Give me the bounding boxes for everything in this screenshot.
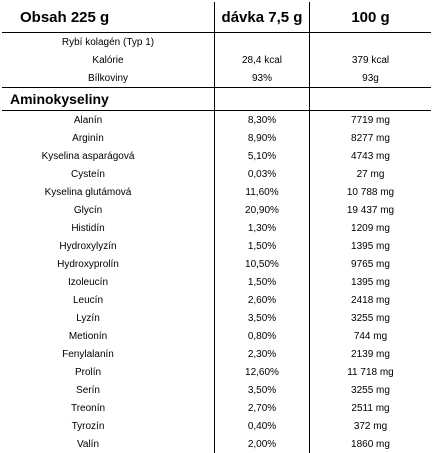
row-label: Lyzín	[76, 312, 100, 324]
row-per100	[309, 33, 431, 51]
row-per100: 379 kcal	[309, 51, 431, 69]
row-dose: 3,50%	[214, 381, 309, 399]
row-per100: 372 mg	[309, 417, 431, 435]
table-row: Kyselina glutámová 11,60% 10 788 mg	[2, 183, 431, 201]
row-label: Bílkoviny	[87, 72, 128, 84]
table-row: Serín 3,50% 3255 mg	[2, 381, 431, 399]
row-label: Kyselina glutámová	[44, 186, 132, 198]
table-row: Tyrozín 0,40% 372 mg	[2, 417, 431, 435]
row-label: Kyselina asparágová	[41, 150, 135, 162]
row-label: Histidín	[71, 222, 105, 234]
table-row: Lyzín 3,50% 3255 mg	[2, 309, 431, 327]
row-per100: 27 mg	[309, 165, 431, 183]
row-per100: 4743 mg	[309, 147, 431, 165]
row-label: Glycín	[73, 204, 103, 216]
row-dose: 10,50%	[214, 255, 309, 273]
row-per100: 7719 mg	[309, 111, 431, 129]
row-label: Hydroxylyzín	[59, 240, 117, 252]
row-dose	[214, 33, 309, 51]
row-dose: 2,70%	[214, 399, 309, 417]
row-dose: 0,80%	[214, 327, 309, 345]
row-dose: 1,30%	[214, 219, 309, 237]
row-label: Kalórie	[92, 54, 124, 66]
table-row: Leucín 2,60% 2418 mg	[2, 291, 431, 309]
table-row: Glycín 20,90% 19 437 mg	[2, 201, 431, 219]
row-dose: 12,60%	[214, 363, 309, 381]
info-section: Rybí kolagén (Typ 1) Kalórie 28,4 kcal 379 …	[2, 33, 431, 88]
row-dose: 8,90%	[214, 129, 309, 147]
table-row: Hydroxyprolín 10,50% 9765 mg	[2, 255, 431, 273]
header-per100: 100 g	[309, 2, 431, 32]
row-dose: 8,30%	[214, 111, 309, 129]
row-label: Izoleucín	[67, 276, 109, 288]
row-per100: 3255 mg	[309, 381, 431, 399]
row-label: Metionín	[68, 330, 108, 342]
amino-section: Alanín 8,30% 7719 mg Arginín 8,90% 8277 mg Kys…	[2, 111, 431, 453]
row-per100: 1860 mg	[309, 435, 431, 453]
row-label: Treonín	[70, 402, 106, 414]
row-label: Rybí kolagén (Typ 1)	[61, 36, 155, 48]
row-per100: 11 718 mg	[309, 363, 431, 381]
table-row: Treonín 2,70% 2511 mg	[2, 399, 431, 417]
row-label: Valín	[76, 438, 100, 450]
table-row: Kyselina asparágová 5,10% 4743 mg	[2, 147, 431, 165]
row-label: Serín	[76, 384, 100, 396]
row-per100: 8277 mg	[309, 129, 431, 147]
row-per100: 10 788 mg	[309, 183, 431, 201]
section-title-row: Aminokyseliny	[2, 88, 431, 111]
row-dose: 28,4 kcal	[214, 51, 309, 69]
row-per100: 19 437 mg	[309, 201, 431, 219]
header-content: Obsah 225 g	[20, 8, 110, 26]
row-label: Prolín	[74, 366, 102, 378]
table-row: Cysteín 0,03% 27 mg	[2, 165, 431, 183]
section-empty-dose	[214, 88, 309, 110]
row-per100: 9765 mg	[309, 255, 431, 273]
header-dose: dávka 7,5 g	[214, 2, 309, 32]
table-row: Bílkoviny 93% 93g	[2, 69, 431, 88]
row-per100: 1209 mg	[309, 219, 431, 237]
table-row: Metionín 0,80% 744 mg	[2, 327, 431, 345]
table-row: Histidín 1,30% 1209 mg	[2, 219, 431, 237]
row-per100: 744 mg	[309, 327, 431, 345]
row-label: Leucín	[72, 294, 104, 306]
table-row: Valín 2,00% 1860 mg	[2, 435, 431, 453]
row-dose: 1,50%	[214, 273, 309, 291]
row-dose: 2,60%	[214, 291, 309, 309]
row-per100: 1395 mg	[309, 237, 431, 255]
table-row: Rybí kolagén (Typ 1)	[2, 33, 431, 51]
table-header-row: Obsah 225 g dávka 7,5 g 100 g	[2, 2, 431, 33]
table-row: Alanín 8,30% 7719 mg	[2, 111, 431, 129]
row-per100: 2511 mg	[309, 399, 431, 417]
row-dose: 20,90%	[214, 201, 309, 219]
row-dose: 2,00%	[214, 435, 309, 453]
row-label: Alanín	[73, 114, 103, 126]
table-row: Fenylalanín 2,30% 2139 mg	[2, 345, 431, 363]
row-label: Cysteín	[71, 168, 105, 180]
row-per100: 1395 mg	[309, 273, 431, 291]
row-label: Tyrozín	[71, 420, 105, 432]
row-label: Fenylalanín	[62, 348, 114, 360]
row-dose: 11,60%	[214, 183, 309, 201]
table-row: Kalórie 28,4 kcal 379 kcal	[2, 51, 431, 69]
row-per100: 2418 mg	[309, 291, 431, 309]
row-dose: 1,50%	[214, 237, 309, 255]
table-row: Prolín 12,60% 11 718 mg	[2, 363, 431, 381]
table-row: Izoleucín 1,50% 1395 mg	[2, 273, 431, 291]
row-dose: 0,40%	[214, 417, 309, 435]
row-dose: 0,03%	[214, 165, 309, 183]
row-label: Hydroxyprolín	[57, 258, 119, 270]
table-row: Hydroxylyzín 1,50% 1395 mg	[2, 237, 431, 255]
row-dose: 93%	[214, 69, 309, 87]
row-dose: 5,10%	[214, 147, 309, 165]
row-per100: 3255 mg	[309, 309, 431, 327]
row-label: Arginín	[72, 132, 104, 144]
table-row: Arginín 8,90% 8277 mg	[2, 129, 431, 147]
row-per100: 2139 mg	[309, 345, 431, 363]
section-title: Aminokyseliny	[10, 91, 109, 107]
row-per100: 93g	[309, 69, 431, 87]
row-dose: 3,50%	[214, 309, 309, 327]
section-empty-per100	[309, 88, 431, 110]
row-dose: 2,30%	[214, 345, 309, 363]
